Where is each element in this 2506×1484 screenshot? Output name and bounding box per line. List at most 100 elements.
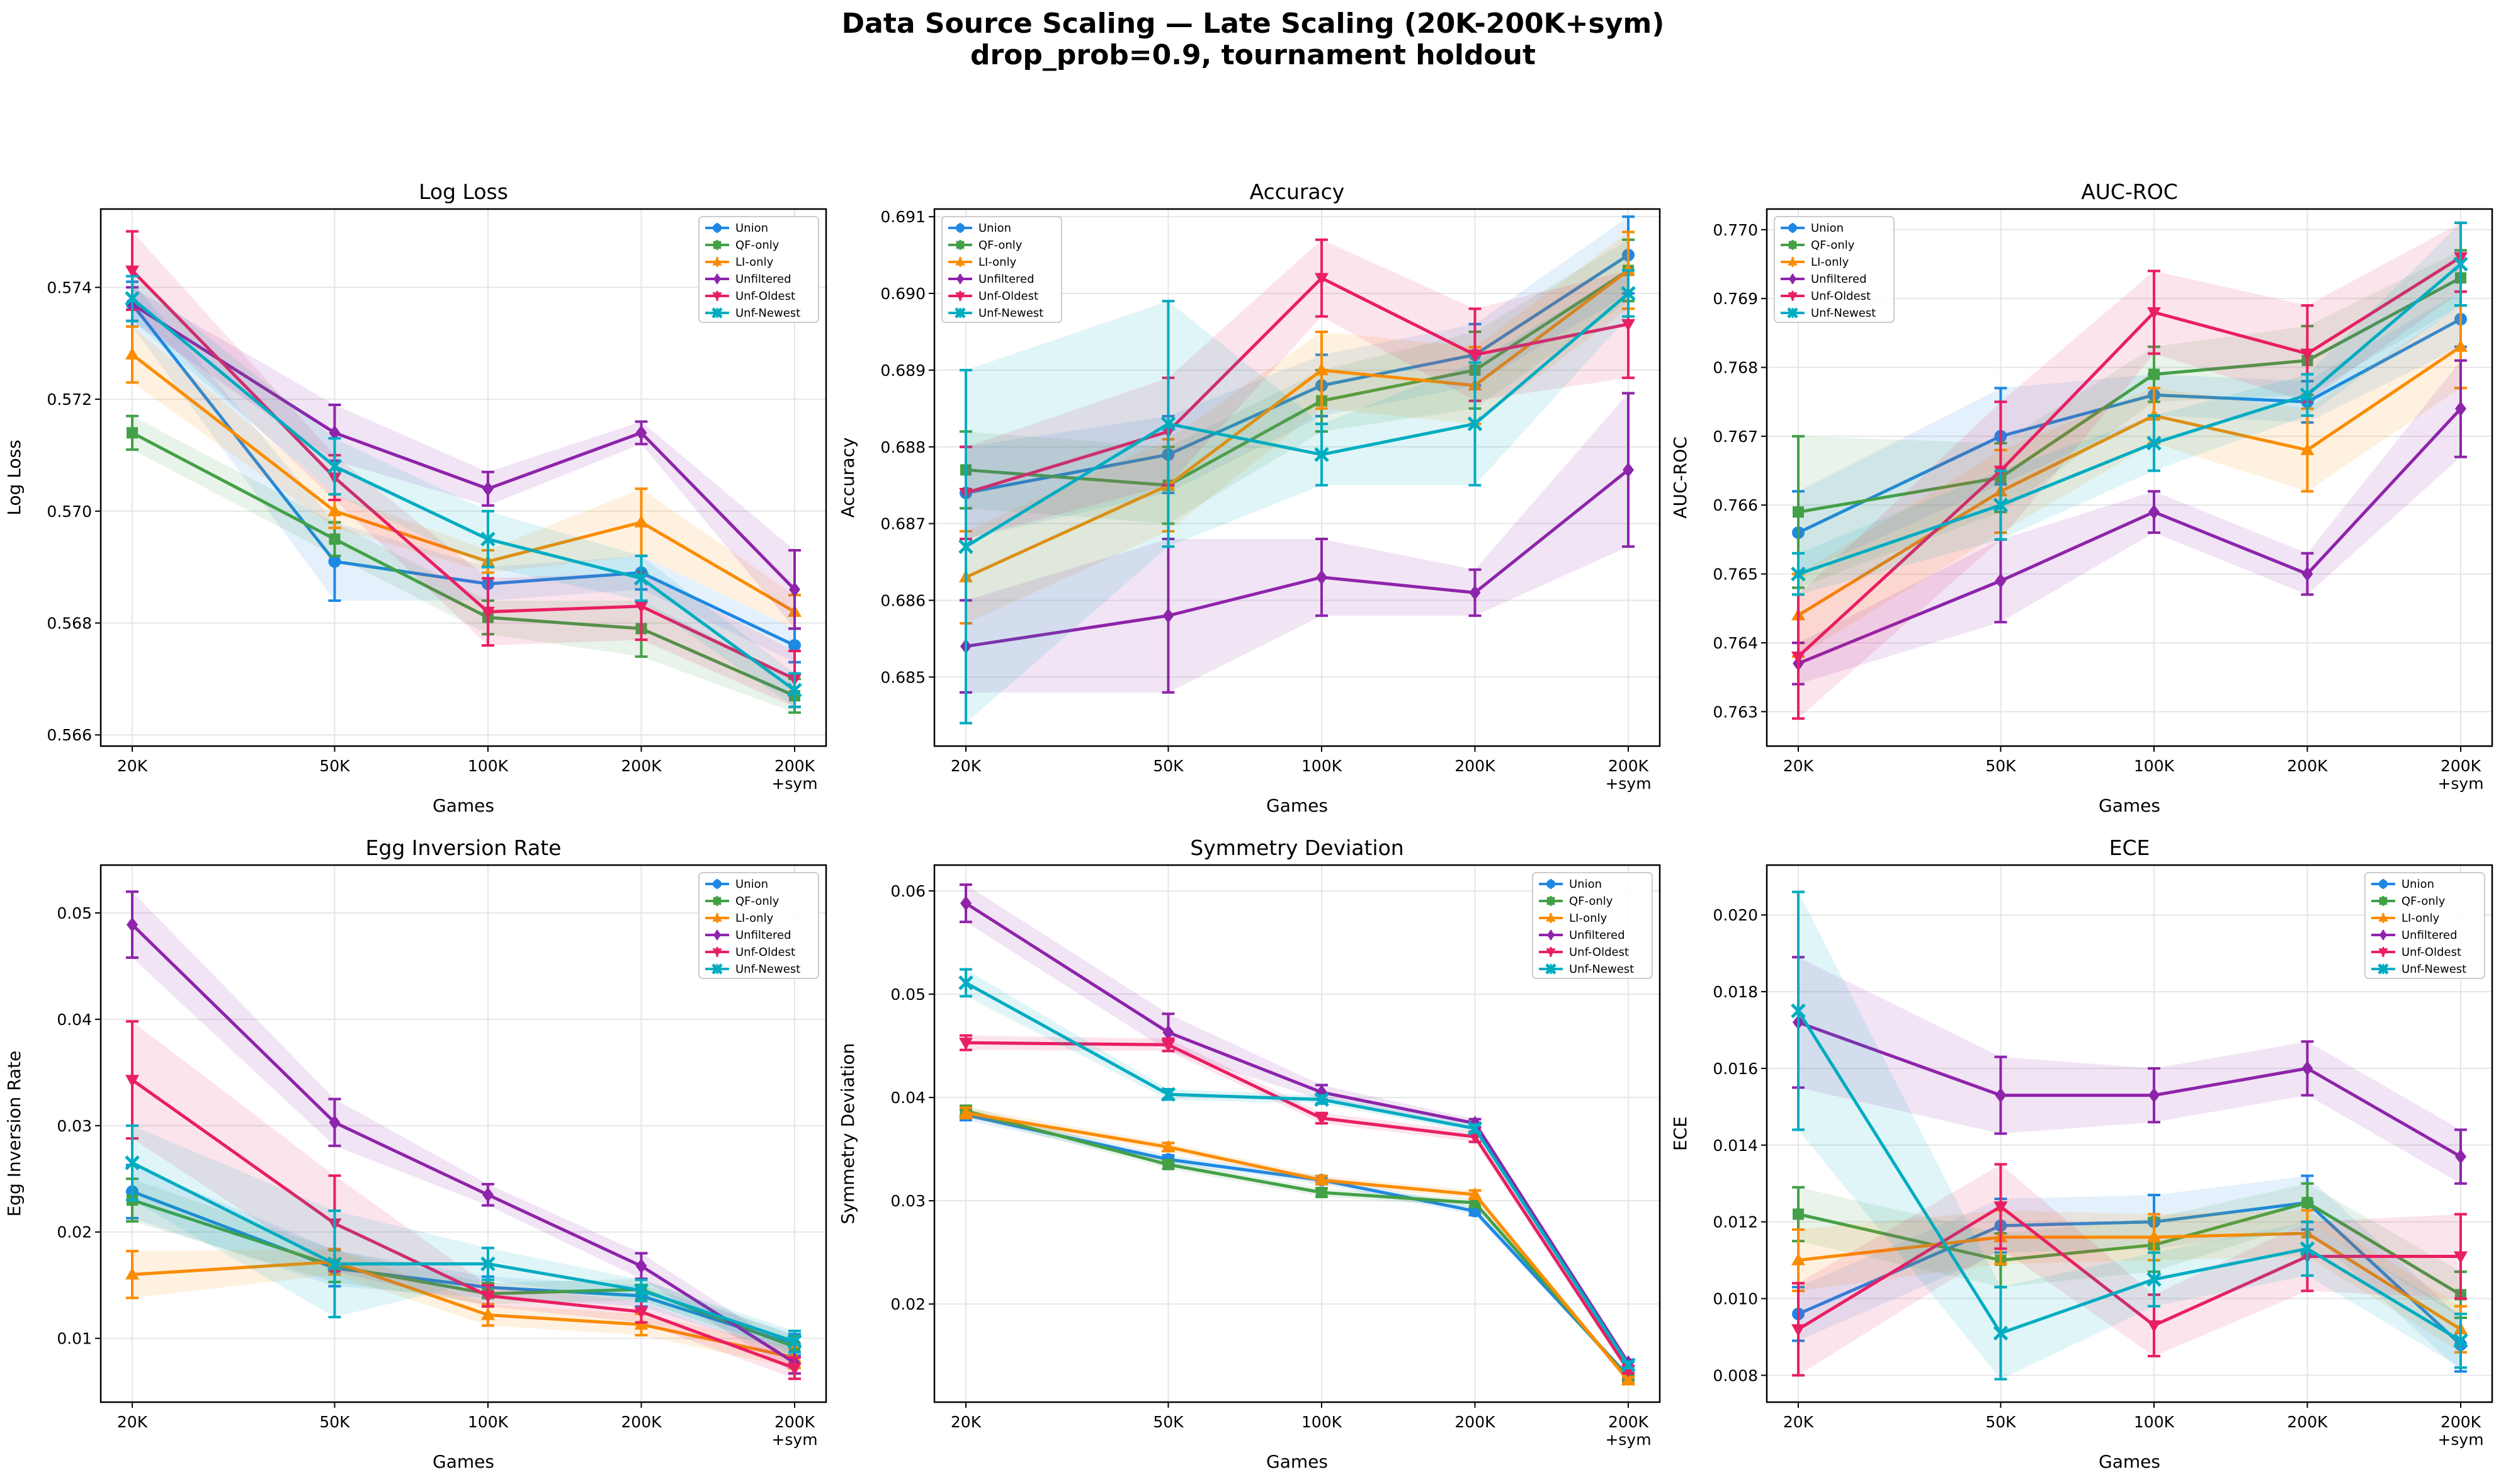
legend: Union QF-only LI-only Unfiltered Unf-Oldest U… — [698, 872, 819, 979]
y-tick-label: 0.06 — [890, 882, 926, 900]
confidence-band — [132, 1125, 795, 1352]
legend-item-unf-oldest: Unf-Oldest — [2371, 946, 2461, 959]
legend-label: Unf-Newest — [735, 963, 800, 976]
data-point — [1467, 1121, 1483, 1136]
data-point — [633, 1283, 649, 1298]
data-point — [1314, 447, 1329, 462]
data-point — [480, 606, 495, 620]
data-point — [1468, 349, 1482, 363]
x-axis-label: Games — [433, 1451, 494, 1472]
legend-label: Unf-Oldest — [1811, 290, 1871, 303]
legend-label: LI-only — [735, 912, 774, 925]
confidence-band — [966, 393, 1628, 693]
legend-marker — [1546, 929, 1555, 941]
data-point — [634, 515, 649, 528]
legend-label: Unfiltered — [1569, 929, 1625, 942]
data-point — [1993, 1201, 2008, 1214]
legend-marker — [955, 292, 965, 302]
y-tick-label: 0.572 — [47, 390, 92, 409]
confidence-band — [966, 217, 1628, 539]
legend-item-qf-only: QF-only — [705, 895, 780, 908]
legend-item-qf-only: QF-only — [948, 239, 1023, 252]
legend-marker — [712, 292, 722, 302]
y-tick-label: 0.688 — [880, 438, 926, 456]
data-point — [125, 291, 140, 306]
data-point — [2455, 1149, 2466, 1165]
y-tick-label: 0.018 — [1713, 983, 1758, 1001]
legend-item-unf-oldest: Unf-Oldest — [1781, 290, 1871, 303]
x-axis-label: Games — [433, 795, 494, 816]
legend-marker — [2379, 897, 2388, 905]
legend-item-unfiltered: Unfiltered — [1539, 929, 1625, 942]
y-axis-label: ECE — [1670, 1116, 1691, 1151]
data-point — [127, 917, 138, 932]
y-tick-label: 0.008 — [1713, 1366, 1758, 1385]
legend-item-unfiltered: Unfiltered — [705, 929, 791, 942]
legend-marker — [1787, 307, 1798, 319]
x-tick-label: 20K — [1783, 757, 1814, 775]
legend-marker — [2378, 912, 2388, 922]
legend-label: QF-only — [1569, 895, 1613, 908]
series-unf-newest — [958, 968, 1636, 1373]
y-tick-label: 0.685 — [880, 668, 926, 686]
data-point — [1160, 416, 1176, 431]
axes-frame — [933, 864, 1661, 1403]
series-line — [965, 1109, 1630, 1379]
data-point — [329, 1114, 341, 1130]
legend-label: Union — [1569, 878, 1602, 891]
legend-item-union: Union — [705, 222, 768, 235]
x-tick-label: 20K — [117, 757, 148, 775]
confidence-band — [132, 1249, 795, 1368]
x-tick-label: 200K — [2441, 1413, 2481, 1431]
subplot-title: AUC-ROC — [2081, 179, 2178, 204]
legend-marker — [1788, 292, 1798, 302]
data-point — [959, 1106, 973, 1118]
legend-label: Union — [1811, 222, 1844, 235]
confidence-band — [132, 231, 795, 707]
data-point — [958, 539, 973, 554]
data-point — [1791, 566, 1806, 582]
y-tick-label: 0.02 — [57, 1223, 92, 1242]
y-tick-label: 0.574 — [47, 278, 92, 297]
figure-title-line1: Data Source Scaling — Late Scaling (20K-… — [842, 8, 1665, 40]
subplot-title: Symmetry Deviation — [1190, 835, 1403, 860]
subplot-grid: 0.566 0.568 0.570 0.572 0.574 20K 50K 100K 200K 2… — [4, 179, 2493, 1472]
legend-marker — [1788, 273, 1797, 285]
data-point — [1995, 573, 2007, 589]
data-point — [1161, 1039, 1176, 1052]
legend-label: Unfiltered — [735, 273, 791, 286]
data-point — [2300, 443, 2315, 455]
confidence-band — [966, 270, 1628, 723]
axes-frame — [933, 208, 1661, 747]
x-tick-label: 200K — [1454, 1413, 1495, 1431]
legend-marker — [713, 897, 722, 905]
legend-item-li-only: LI-only — [948, 256, 1017, 269]
legend-marker — [1546, 948, 1556, 958]
x-tick-label: 100K — [2134, 1413, 2175, 1431]
y-tick-label: 0.768 — [1713, 359, 1758, 377]
legend-item-union: Union — [2371, 878, 2434, 891]
data-point — [327, 458, 343, 474]
x-tick-label: +sym — [2437, 774, 2483, 793]
legend-item-unf-newest: Unf-Newest — [2371, 963, 2466, 976]
data-point — [1468, 1187, 1482, 1200]
data-point — [1160, 1087, 1176, 1102]
legend-label: Unf-Newest — [1569, 963, 1634, 976]
x-tick-label: +sym — [771, 774, 817, 793]
legend-marker — [713, 273, 722, 285]
confidence-band — [966, 1106, 1628, 1382]
x-tick-label: 50K — [319, 1413, 350, 1431]
legend-marker — [1546, 912, 1556, 922]
confidence-band — [1798, 1210, 2461, 1352]
legend-label: Unf-Newest — [735, 307, 800, 320]
data-point — [2301, 1197, 2313, 1209]
y-tick-label: 0.769 — [1713, 290, 1758, 308]
plot-area — [1791, 221, 2468, 720]
legend-item-union: Union — [1539, 878, 1602, 891]
x-tick-label: 200K — [2287, 757, 2328, 775]
x-tick-label: 100K — [468, 757, 509, 775]
data-point — [2146, 1320, 2161, 1333]
legend: Union QF-only LI-only Unfiltered Unf-Oldest U… — [941, 216, 1062, 323]
series-unfiltered — [126, 890, 801, 1375]
data-point — [2453, 1333, 2468, 1349]
